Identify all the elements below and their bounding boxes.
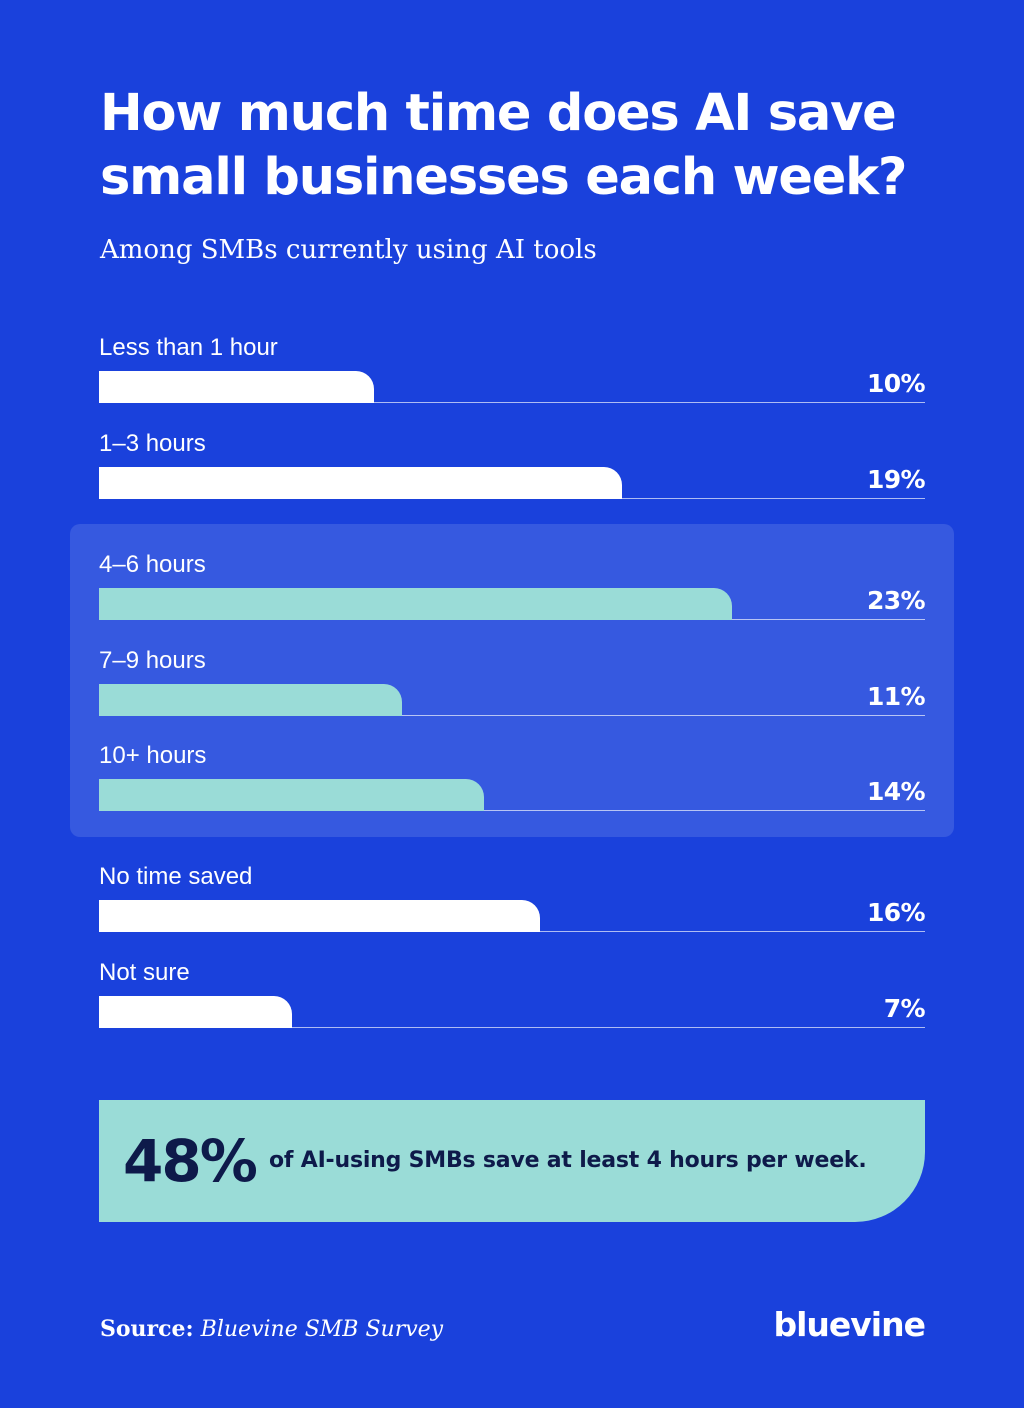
bar-track: [99, 900, 925, 932]
callout-text: of AI-using SMBs save at least 4 hours p…: [269, 1148, 867, 1173]
source-value: Bluevine SMB Survey: [200, 1317, 444, 1342]
bar-track: [99, 996, 925, 1028]
bar-row: No time saved 16%: [99, 862, 926, 932]
bluevine-logo: bluevine: [773, 1305, 926, 1344]
bar-track: [99, 467, 925, 499]
callout-box: 48% of AI-using SMBs save at least 4 hou…: [99, 1100, 925, 1222]
chart-title: How much time does AI save small busines…: [100, 84, 907, 207]
bar-value-label: 16%: [866, 898, 926, 927]
bar: [99, 371, 374, 403]
bar-row: Not sure 7%: [99, 958, 926, 1028]
bar-baseline: [99, 1027, 925, 1028]
source-label: Source:: [100, 1316, 194, 1342]
bar-baseline: [99, 402, 925, 403]
bar: [99, 467, 622, 499]
bar-track: [99, 588, 925, 620]
bar-label: 1–3 hours: [99, 430, 206, 457]
source-credit: Source: Bluevine SMB Survey: [100, 1314, 443, 1345]
bar-label: Less than 1 hour: [99, 334, 278, 361]
callout-number: 48%: [123, 1127, 258, 1195]
bar-track: [99, 371, 925, 403]
bar-baseline: [99, 715, 925, 716]
bar: [99, 779, 484, 811]
bar-baseline: [99, 810, 925, 811]
bar-value-label: 23%: [866, 586, 926, 615]
bar-label: Not sure: [99, 959, 190, 986]
bar-label: 4–6 hours: [99, 551, 206, 578]
bar-value-label: 10%: [866, 369, 926, 398]
bar-value-label: 19%: [866, 465, 926, 494]
bar-label: No time saved: [99, 863, 253, 890]
bar-row: 4–6 hours 23%: [99, 550, 926, 620]
bar: [99, 996, 292, 1028]
bar-track: [99, 779, 925, 811]
bar-value-label: 7%: [883, 994, 926, 1023]
bar-row: 7–9 hours 11%: [99, 646, 926, 716]
bar: [99, 684, 402, 716]
bar-row: 10+ hours 14%: [99, 741, 926, 811]
bar-label: 7–9 hours: [99, 647, 206, 674]
bar-row: Less than 1 hour 10%: [99, 333, 926, 403]
chart-subtitle: Among SMBs currently using AI tools: [100, 235, 597, 265]
bar-label: 10+ hours: [99, 742, 207, 769]
bar-row: 1–3 hours 19%: [99, 429, 926, 499]
bar-track: [99, 684, 925, 716]
bar-value-label: 11%: [866, 682, 926, 711]
bar: [99, 588, 732, 620]
bar-value-label: 14%: [866, 777, 926, 806]
bar: [99, 900, 540, 932]
